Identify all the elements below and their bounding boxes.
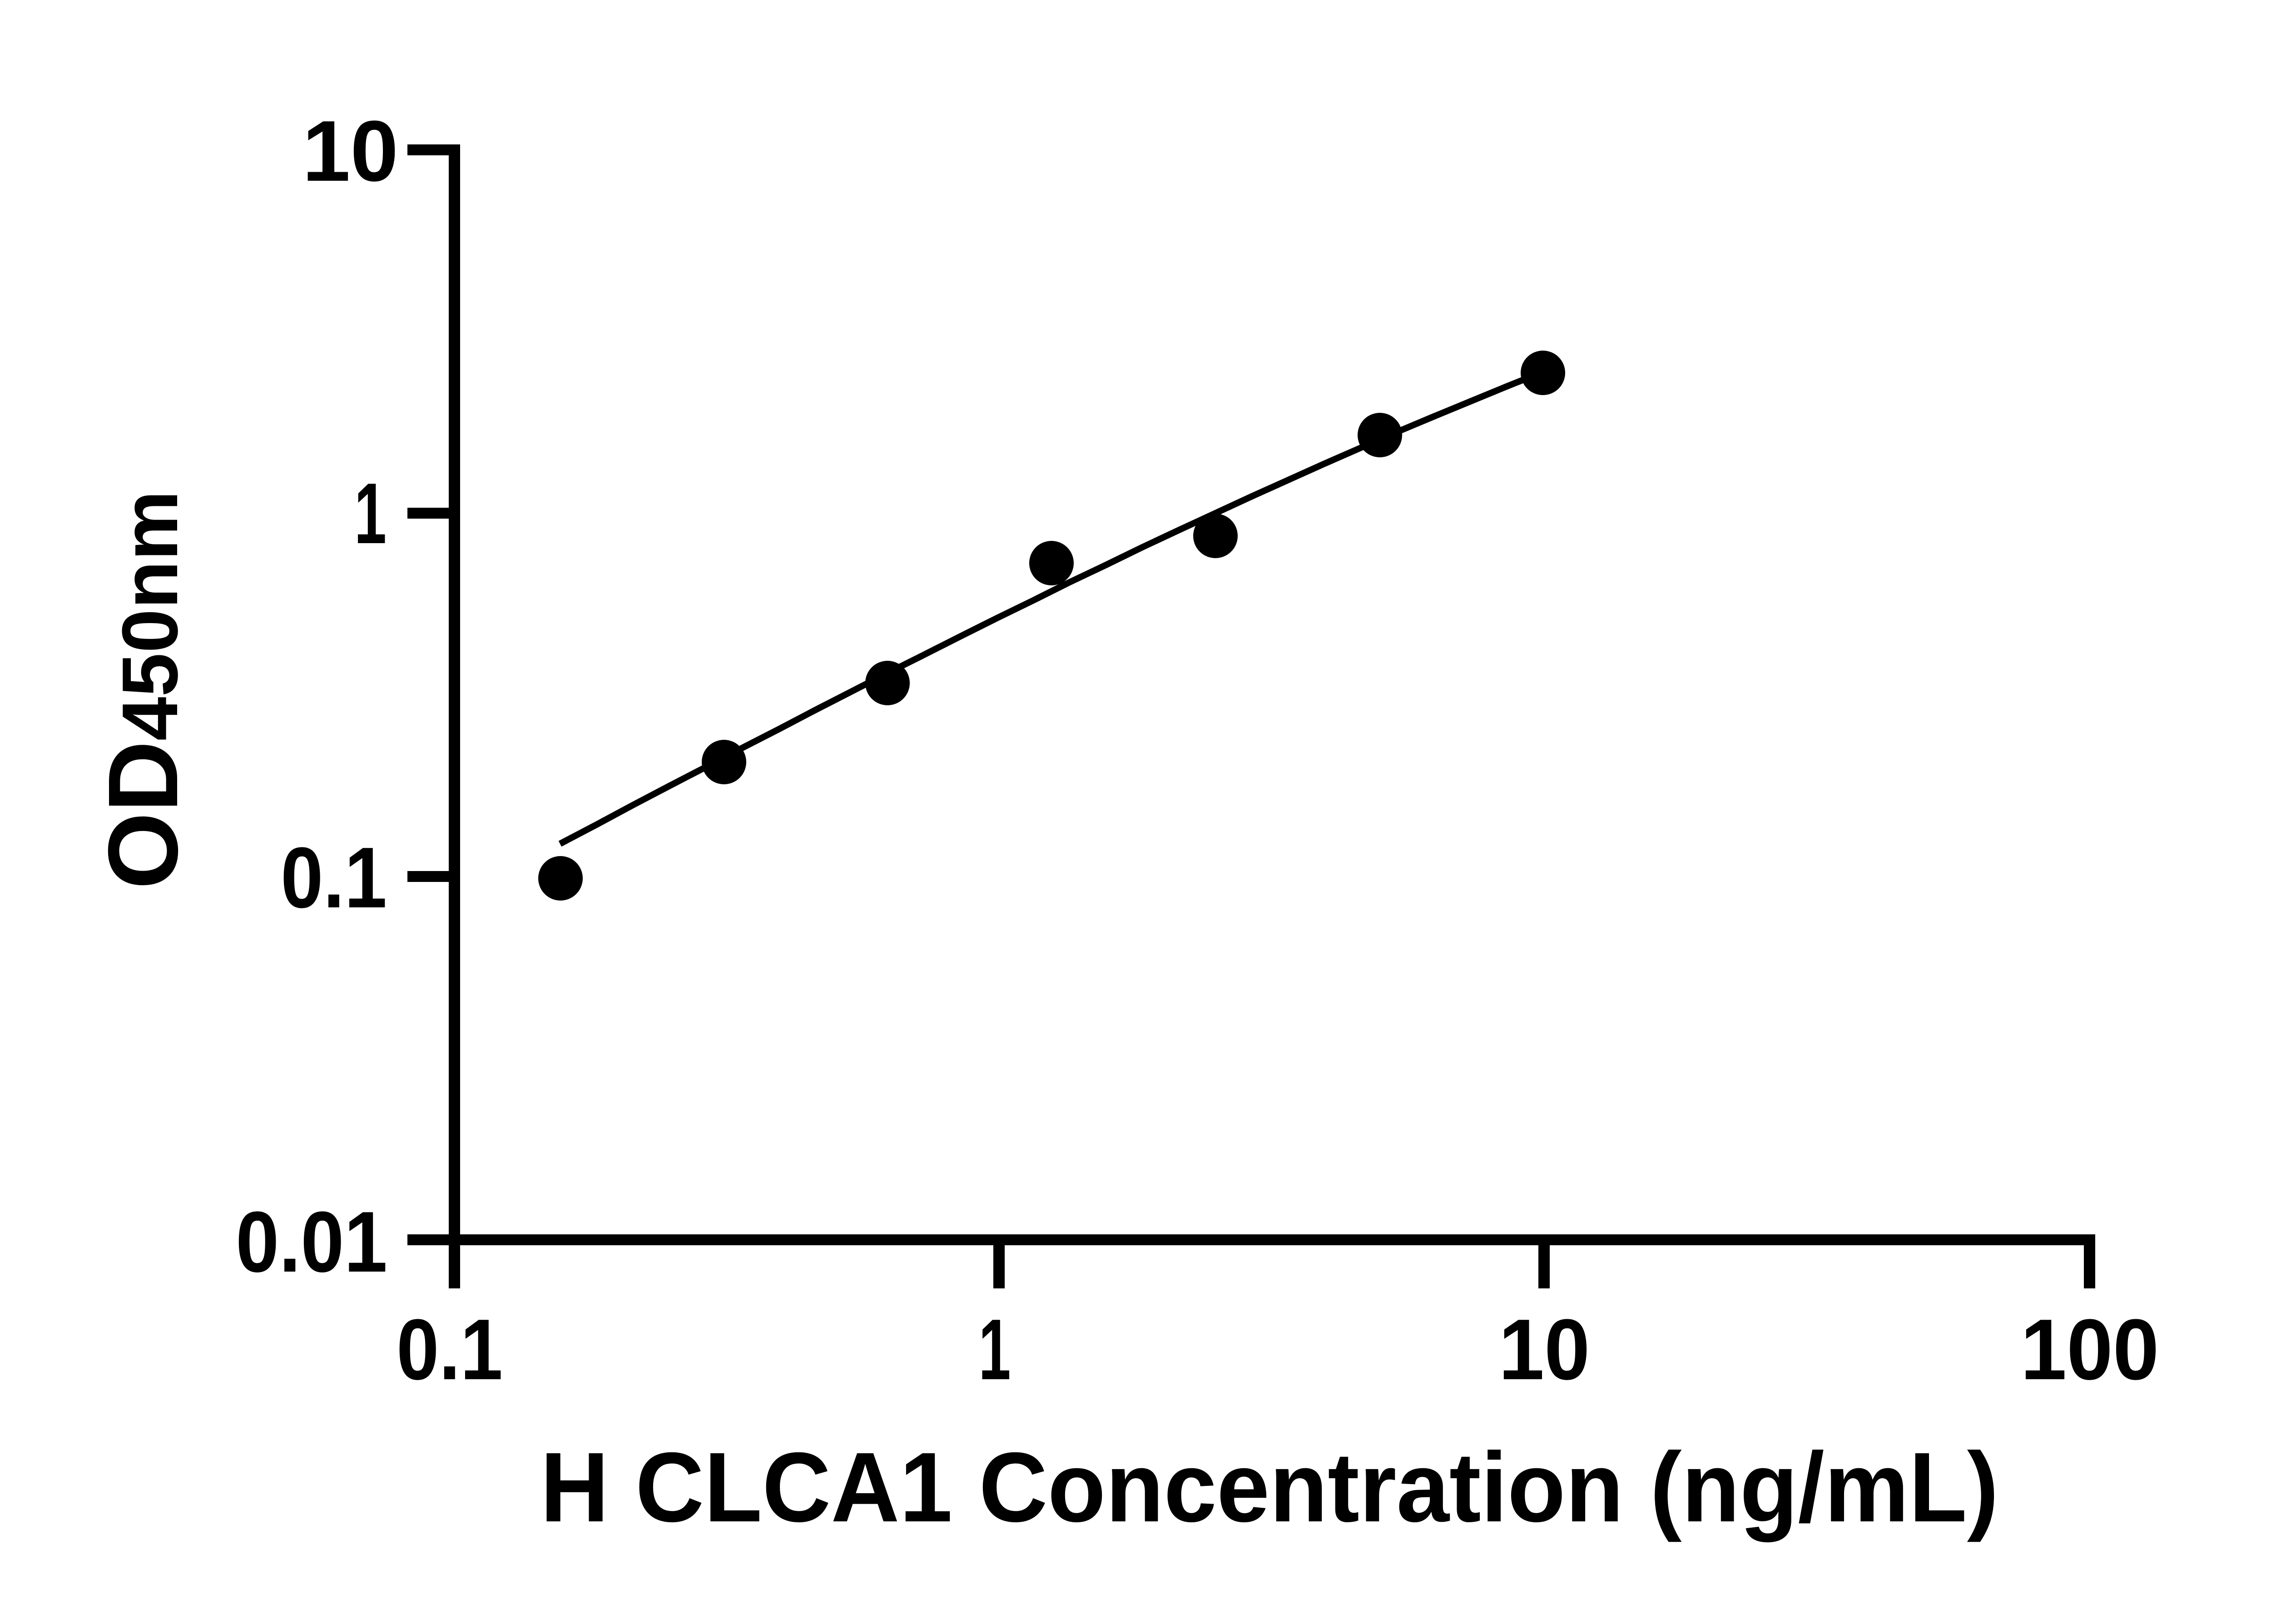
svg-text:100: 100 [2021, 1302, 2159, 1398]
svg-text:OD450nm: OD450nm [88, 490, 198, 889]
svg-text:1: 1 [979, 1302, 1011, 1398]
svg-text:0.1: 0.1 [397, 1302, 503, 1398]
svg-text:H CLCA1 Concentration (ng/mL): H CLCA1 Concentration (ng/mL) [540, 1432, 1999, 1543]
svg-text:0.1: 0.1 [281, 830, 387, 926]
svg-text:1: 1 [354, 465, 387, 562]
svg-text:10: 10 [302, 103, 398, 199]
svg-text:0.01: 0.01 [236, 1194, 387, 1290]
svg-text:10: 10 [1499, 1302, 1590, 1398]
